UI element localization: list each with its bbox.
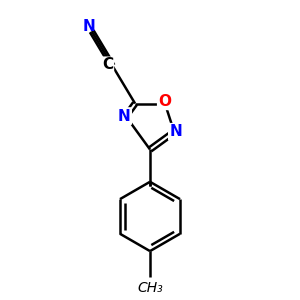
Text: CH₃: CH₃ [137, 281, 163, 295]
Text: C: C [102, 57, 113, 72]
Text: N: N [83, 19, 96, 34]
Text: O: O [158, 94, 171, 109]
Text: N: N [118, 109, 130, 124]
Text: N: N [169, 124, 182, 140]
